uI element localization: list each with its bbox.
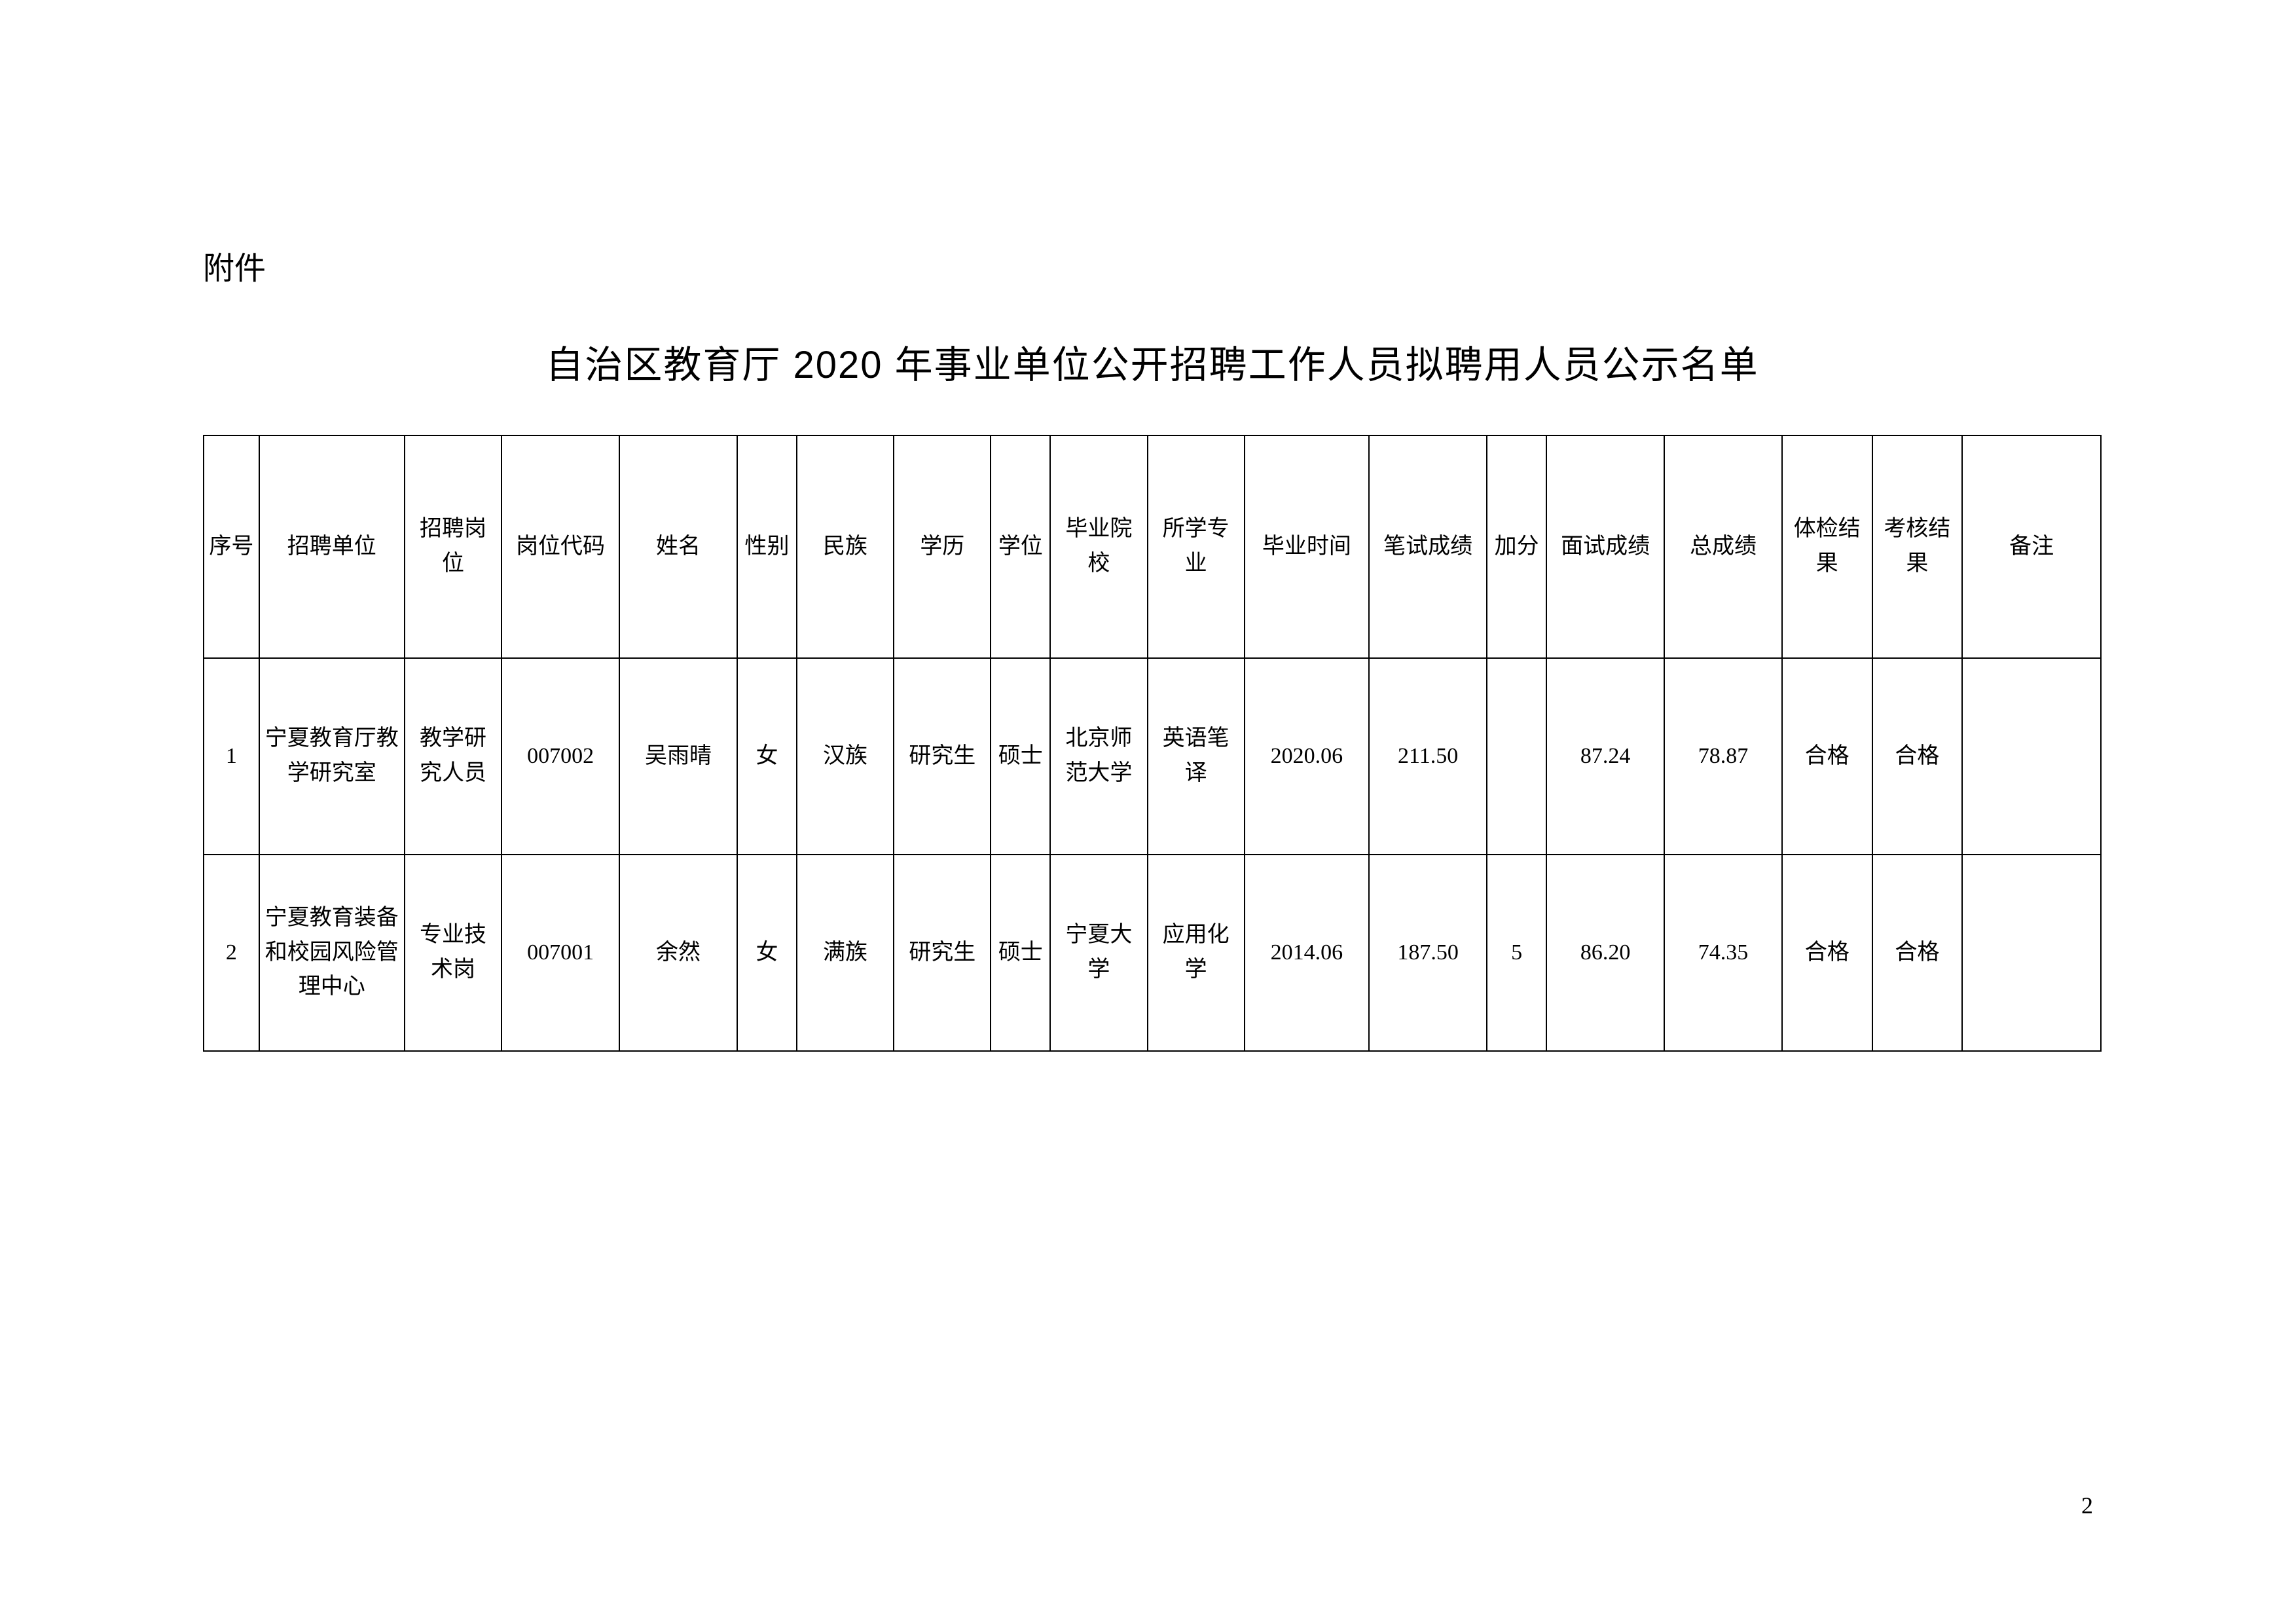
cell: 2014.06 <box>1245 855 1370 1051</box>
col-header: 序号 <box>204 435 259 658</box>
cell: 女 <box>737 855 797 1051</box>
col-header: 备注 <box>1962 435 2101 658</box>
cell: 英语笔译 <box>1148 658 1245 855</box>
col-header: 学位 <box>991 435 1050 658</box>
cell: 1 <box>204 658 259 855</box>
col-header: 招聘岗位 <box>405 435 501 658</box>
cell: 宁夏大学 <box>1050 855 1147 1051</box>
col-header: 毕业院校 <box>1050 435 1147 658</box>
cell: 研究生 <box>894 658 991 855</box>
cell: 74.35 <box>1664 855 1782 1051</box>
cell: 5 <box>1487 855 1546 1051</box>
cell: 合格 <box>1872 658 1963 855</box>
cell: 北京师范大学 <box>1050 658 1147 855</box>
cell: 87.24 <box>1546 658 1664 855</box>
document-page: 附件 自治区教育厅 2020 年事业单位公开招聘工作人员拟聘用人员公示名单 序号… <box>203 242 2102 1052</box>
cell: 研究生 <box>894 855 991 1051</box>
cell: 宁夏教育装备和校园风险管理中心 <box>259 855 405 1051</box>
col-header: 性别 <box>737 435 797 658</box>
cell: 教学研究人员 <box>405 658 501 855</box>
attachment-label: 附件 <box>203 242 2102 288</box>
cell: 吴雨晴 <box>619 658 737 855</box>
cell: 合格 <box>1872 855 1963 1051</box>
cell: 2020.06 <box>1245 658 1370 855</box>
cell: 专业技术岗 <box>405 855 501 1051</box>
cell: 187.50 <box>1369 855 1487 1051</box>
cell: 宁夏教育厅教学研究室 <box>259 658 405 855</box>
col-header: 姓名 <box>619 435 737 658</box>
cell: 007002 <box>501 658 619 855</box>
col-header: 岗位代码 <box>501 435 619 658</box>
cell: 满族 <box>797 855 894 1051</box>
cell: 汉族 <box>797 658 894 855</box>
cell: 硕士 <box>991 855 1050 1051</box>
cell: 女 <box>737 658 797 855</box>
col-header: 考核结果 <box>1872 435 1963 658</box>
col-header: 民族 <box>797 435 894 658</box>
col-header: 加分 <box>1487 435 1546 658</box>
cell: 78.87 <box>1664 658 1782 855</box>
page-number: 2 <box>2081 1492 2093 1519</box>
col-header: 笔试成绩 <box>1369 435 1487 658</box>
cell: 合格 <box>1782 658 1872 855</box>
col-header: 面试成绩 <box>1546 435 1664 658</box>
col-header: 招聘单位 <box>259 435 405 658</box>
cell <box>1962 658 2101 855</box>
cell: 86.20 <box>1546 855 1664 1051</box>
col-header: 体检结果 <box>1782 435 1872 658</box>
cell: 合格 <box>1782 855 1872 1051</box>
cell <box>1962 855 2101 1051</box>
cell: 007001 <box>501 855 619 1051</box>
col-header: 总成绩 <box>1664 435 1782 658</box>
cell <box>1487 658 1546 855</box>
table-row: 1 宁夏教育厅教学研究室 教学研究人员 007002 吴雨晴 女 汉族 研究生 … <box>204 658 2101 855</box>
col-header: 所学专业 <box>1148 435 1245 658</box>
cell: 余然 <box>619 855 737 1051</box>
col-header: 毕业时间 <box>1245 435 1370 658</box>
roster-table: 序号 招聘单位 招聘岗位 岗位代码 姓名 性别 民族 学历 学位 毕业院校 所学… <box>203 435 2102 1052</box>
cell: 211.50 <box>1369 658 1487 855</box>
col-header: 学历 <box>894 435 991 658</box>
page-title: 自治区教育厅 2020 年事业单位公开招聘工作人员拟聘用人员公示名单 <box>203 334 2102 389</box>
cell: 应用化学 <box>1148 855 1245 1051</box>
cell: 2 <box>204 855 259 1051</box>
table-row: 2 宁夏教育装备和校园风险管理中心 专业技术岗 007001 余然 女 满族 研… <box>204 855 2101 1051</box>
table-header-row: 序号 招聘单位 招聘岗位 岗位代码 姓名 性别 民族 学历 学位 毕业院校 所学… <box>204 435 2101 658</box>
cell: 硕士 <box>991 658 1050 855</box>
